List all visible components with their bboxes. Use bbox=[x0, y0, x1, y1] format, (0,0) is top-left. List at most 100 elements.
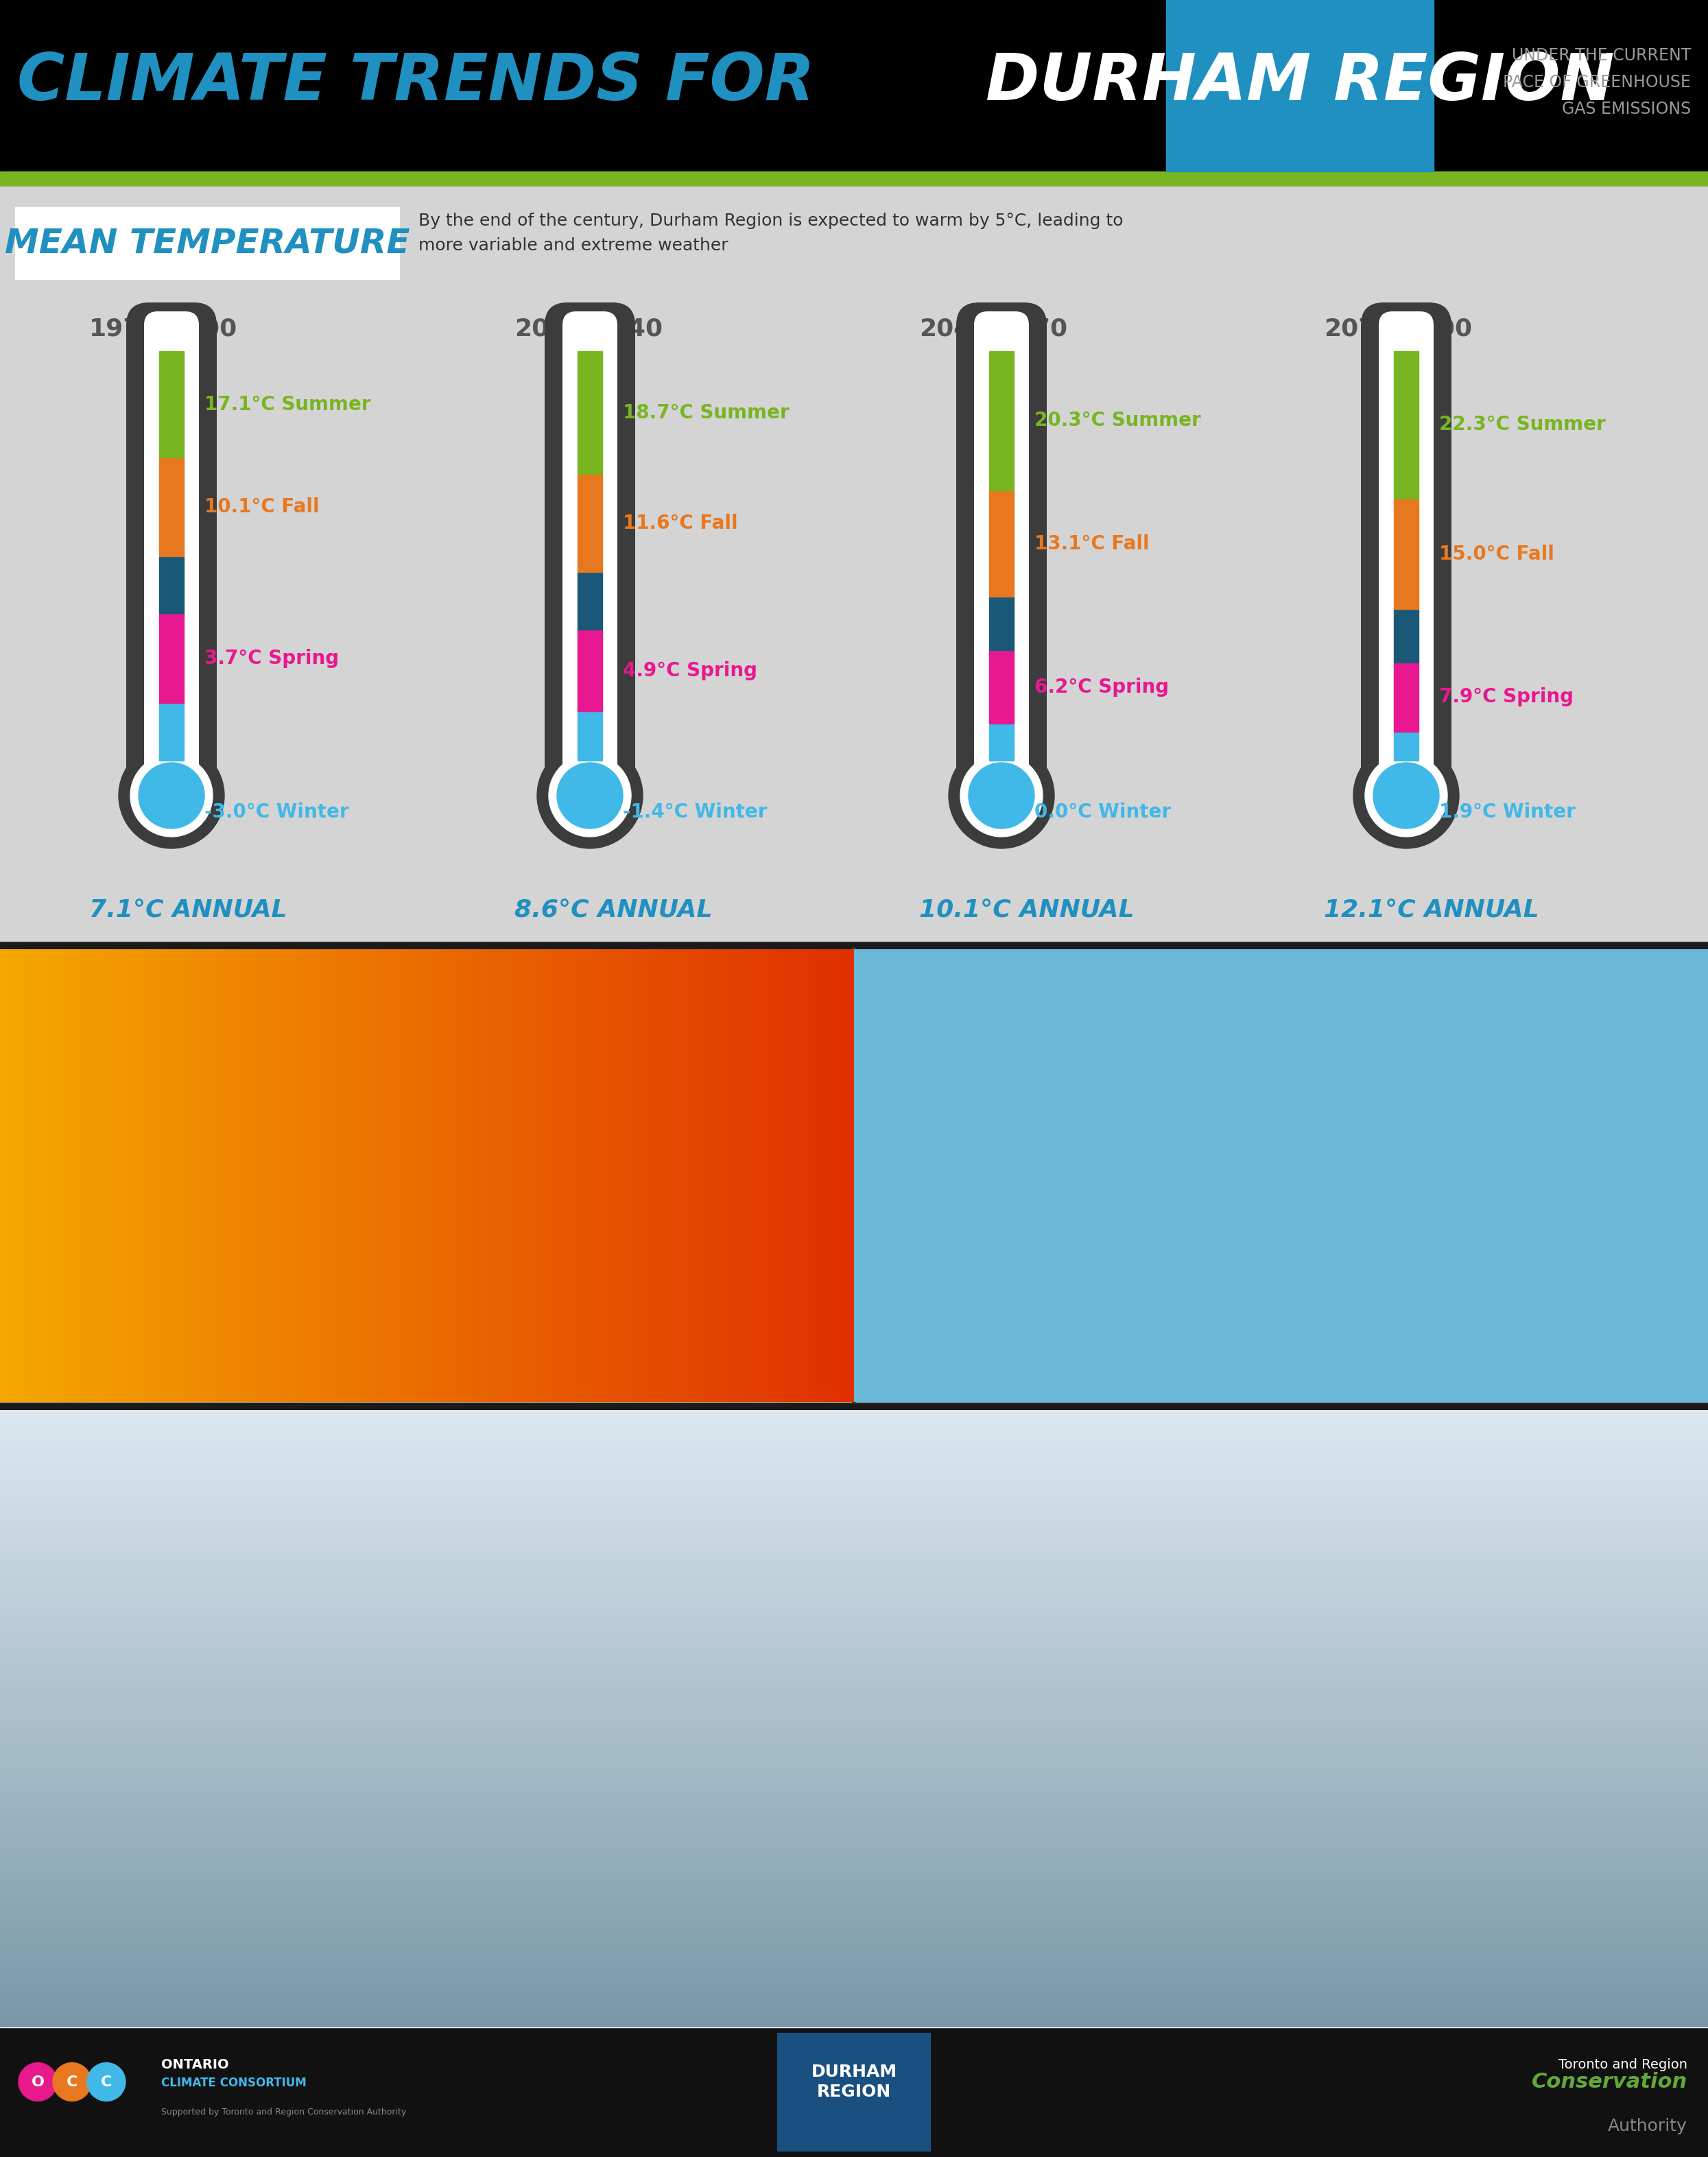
FancyBboxPatch shape bbox=[126, 302, 217, 826]
Circle shape bbox=[1353, 742, 1459, 848]
Circle shape bbox=[0, 1672, 48, 1754]
Circle shape bbox=[557, 764, 623, 828]
Text: 4.9°C Spring: 4.9°C Spring bbox=[623, 660, 757, 679]
Circle shape bbox=[1093, 1072, 1238, 1217]
Circle shape bbox=[519, 1637, 584, 1704]
Bar bbox=[779, 2034, 929, 2151]
Text: Conservation: Conservation bbox=[1532, 2073, 1688, 2092]
Text: As winters become warmer, less snow and ice conditions are
expected with more pr: As winters become warmer, less snow and … bbox=[878, 1279, 1401, 1344]
Bar bbox=[159, 557, 184, 613]
Text: 17.1°C Summer: 17.1°C Summer bbox=[205, 395, 371, 414]
Circle shape bbox=[910, 1624, 1028, 1743]
Bar bbox=[989, 725, 1015, 761]
Circle shape bbox=[890, 1603, 989, 1700]
Bar bbox=[577, 475, 603, 572]
Bar bbox=[0, 1402, 1708, 1411]
Text: 8.6: 8.6 bbox=[939, 1126, 994, 1156]
Circle shape bbox=[0, 1624, 106, 1743]
Bar bbox=[159, 703, 184, 761]
Circle shape bbox=[948, 742, 1054, 848]
Circle shape bbox=[130, 755, 212, 837]
Text: 8.6°C ANNUAL: 8.6°C ANNUAL bbox=[514, 899, 712, 921]
Circle shape bbox=[451, 1085, 572, 1206]
Circle shape bbox=[1240, 1594, 1394, 1747]
Circle shape bbox=[536, 742, 642, 848]
Text: ANNUAL PRECIPITATION: ANNUAL PRECIPITATION bbox=[0, 1456, 391, 1484]
Circle shape bbox=[960, 755, 1042, 837]
Circle shape bbox=[1491, 1072, 1636, 1217]
Bar bbox=[989, 352, 1015, 490]
Bar bbox=[577, 352, 603, 475]
Text: 1971-2000: 1971-2000 bbox=[89, 317, 237, 341]
Text: UNDER THE CURRENT
PACE OF GREENHOUSE
GAS EMISSIONS: UNDER THE CURRENT PACE OF GREENHOUSE GAS… bbox=[1503, 47, 1691, 116]
Text: 2071-2100: 2071-2100 bbox=[1513, 1227, 1616, 1242]
Text: 2071-2100: 2071-2100 bbox=[1249, 1547, 1385, 1570]
Text: 2041-2070: 2041-2070 bbox=[844, 1547, 980, 1570]
Text: 6.2°C Spring: 6.2°C Spring bbox=[1035, 677, 1168, 697]
Text: DURHAM REGION: DURHAM REGION bbox=[986, 52, 1614, 114]
Circle shape bbox=[458, 1616, 535, 1693]
Bar bbox=[577, 712, 603, 761]
Circle shape bbox=[1235, 1592, 1344, 1702]
Bar bbox=[1167, 0, 1433, 170]
Bar bbox=[0, 940, 1708, 949]
Text: CLIMATE TRENDS FOR: CLIMATE TRENDS FOR bbox=[17, 52, 837, 114]
FancyBboxPatch shape bbox=[974, 311, 1028, 818]
Text: Supported by Toronto and Region Conservation Authority: Supported by Toronto and Region Conserva… bbox=[161, 2107, 407, 2116]
Text: 0.0°C Winter: 0.0°C Winter bbox=[1035, 802, 1172, 822]
Circle shape bbox=[369, 1672, 453, 1754]
Circle shape bbox=[1373, 764, 1440, 828]
Circle shape bbox=[439, 1072, 584, 1217]
Circle shape bbox=[80, 1603, 179, 1700]
Text: 2041-2070: 2041-2070 bbox=[919, 317, 1068, 341]
Text: 12.1°C ANNUAL: 12.1°C ANNUAL bbox=[1324, 899, 1539, 921]
Text: Measured in millimetres (mm): Measured in millimetres (mm) bbox=[24, 1508, 284, 1523]
Text: 10.1°C Fall: 10.1°C Fall bbox=[205, 496, 319, 516]
Bar bbox=[1394, 498, 1419, 608]
Text: 952.4: 952.4 bbox=[46, 1687, 161, 1721]
Circle shape bbox=[26, 1594, 179, 1747]
Text: 1971-2000: 1971-2000 bbox=[915, 1227, 1018, 1242]
Text: 15.9: 15.9 bbox=[275, 1126, 350, 1156]
Text: ONTARIO: ONTARIO bbox=[161, 2058, 229, 2071]
Circle shape bbox=[53, 1616, 130, 1693]
Circle shape bbox=[967, 1672, 1050, 1754]
Circle shape bbox=[637, 1072, 782, 1217]
Bar bbox=[15, 1437, 372, 1503]
Bar bbox=[15, 207, 400, 278]
Text: 10.1°C ANNUAL: 10.1°C ANNUAL bbox=[919, 899, 1134, 921]
Circle shape bbox=[774, 1672, 857, 1754]
Bar bbox=[1394, 352, 1419, 498]
FancyBboxPatch shape bbox=[956, 302, 1047, 826]
Circle shape bbox=[391, 1624, 509, 1743]
Text: 1971-2000: 1971-2000 bbox=[34, 1547, 171, 1570]
Text: 2041-2070: 2041-2070 bbox=[1313, 1227, 1416, 1242]
Circle shape bbox=[1372, 1672, 1455, 1754]
Text: 22.3°C Summer: 22.3°C Summer bbox=[1440, 416, 1606, 434]
Circle shape bbox=[1305, 1085, 1426, 1206]
FancyBboxPatch shape bbox=[562, 311, 617, 818]
Circle shape bbox=[1365, 755, 1447, 837]
Bar bbox=[0, 1971, 1708, 2028]
Circle shape bbox=[1267, 1616, 1344, 1693]
Circle shape bbox=[157, 1672, 241, 1754]
Text: 20.3°C Summer: 20.3°C Summer bbox=[1035, 412, 1201, 431]
Bar bbox=[1394, 731, 1419, 761]
Text: O: O bbox=[31, 2075, 44, 2088]
Text: 2011-2040: 2011-2040 bbox=[514, 317, 663, 341]
Circle shape bbox=[19, 2062, 56, 2101]
Text: 2011-2040: 2011-2040 bbox=[439, 1547, 576, 1570]
Bar bbox=[159, 352, 184, 457]
Circle shape bbox=[863, 1616, 939, 1693]
Circle shape bbox=[114, 1637, 179, 1704]
Circle shape bbox=[485, 1603, 584, 1700]
Text: Toronto and Region: Toronto and Region bbox=[1558, 2058, 1688, 2071]
Bar bbox=[1117, 966, 1445, 1022]
Text: -1.4°C Winter: -1.4°C Winter bbox=[623, 802, 767, 822]
Text: CLIMATE CONSORTIUM: CLIMATE CONSORTIUM bbox=[161, 2077, 306, 2088]
Bar bbox=[1394, 662, 1419, 731]
Circle shape bbox=[907, 1085, 1028, 1206]
Circle shape bbox=[562, 1672, 646, 1754]
Text: 3.7°C Spring: 3.7°C Spring bbox=[205, 649, 338, 669]
Circle shape bbox=[1179, 1672, 1262, 1754]
